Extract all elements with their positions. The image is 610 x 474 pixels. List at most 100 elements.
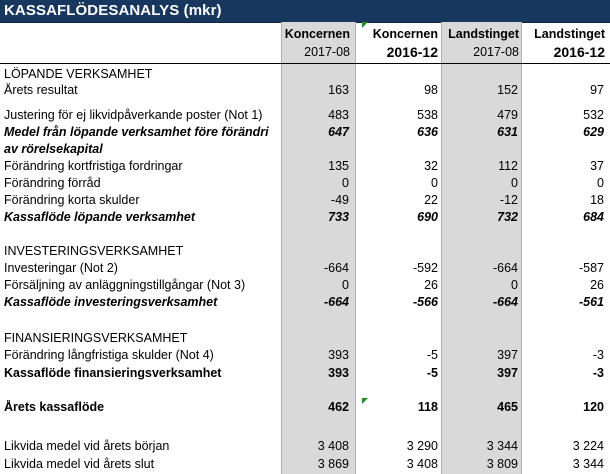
row-label: Årets resultat	[4, 83, 78, 97]
cell-value: 135	[328, 159, 349, 173]
table-row: Likvida medel vid årets slut 3 869 3 408 3 …	[0, 456, 610, 473]
col-header-period-4: 2016-12	[553, 44, 605, 60]
cell-value: 690	[417, 210, 438, 224]
cell-value: -592	[412, 261, 438, 275]
cell-value: 3 224	[572, 439, 604, 453]
cell-value: 32	[424, 159, 438, 173]
row-label: Kassaflöde finansieringsverksamhet	[4, 366, 222, 380]
comment-marker	[362, 22, 368, 28]
row-label: Justering för ej likvidpåverkande poster…	[4, 108, 263, 122]
section-heading: INVESTERINGSVERKSAMHET	[0, 243, 610, 260]
column-shade-1	[282, 22, 355, 474]
grid-line	[281, 22, 282, 474]
spacer-row	[0, 311, 610, 328]
cell-value: 152	[497, 83, 518, 97]
cell-value: 479	[497, 108, 518, 122]
col-header-name-4: Landstinget	[534, 27, 605, 41]
col-header-name-1: Koncernen	[284, 27, 350, 41]
spacer-row	[0, 382, 610, 399]
cell-value: 3 408	[317, 439, 349, 453]
cell-value: 0	[511, 176, 518, 190]
cell-value: 397	[497, 366, 518, 380]
col-header-period-1: 2017-08	[304, 45, 350, 59]
cell-value: -3	[592, 348, 604, 362]
header-rule	[0, 63, 610, 64]
table-row: Årets resultat 163 98 152 97	[0, 82, 610, 99]
cell-value: 112	[498, 159, 518, 173]
comment-marker	[362, 398, 368, 404]
cell-value: 684	[583, 210, 604, 224]
section-heading: FINANSIERINGSVERKSAMHET	[0, 330, 610, 347]
cell-value: 0	[431, 176, 438, 190]
cell-value: -587	[578, 261, 604, 275]
col-header-period-2: 2016-12	[386, 44, 438, 60]
cell-value: -664	[323, 295, 349, 309]
cell-value: -49	[330, 193, 349, 207]
table-row: Förändring korta skulder -49 22 -12 18	[0, 192, 610, 209]
col-header-period-3: 2017-08	[473, 45, 519, 59]
cell-value: 3 869	[317, 457, 349, 471]
table-row: av rörelsekapital	[0, 141, 610, 158]
row-label: LÖPANDE VERKSAMHET	[4, 67, 153, 81]
cell-value: 18	[590, 193, 604, 207]
table-row: Medel från löpande verksamhet före förän…	[0, 124, 610, 141]
row-label: Förändring korta skulder	[4, 193, 140, 207]
row-label: Förändring långfristiga skulder (Not 4)	[4, 348, 214, 362]
table-row: Investeringar (Not 2) -664 -592 -664 -587	[0, 260, 610, 277]
cell-value: 98	[424, 83, 438, 97]
row-label: Medel från löpande verksamhet före förän…	[4, 125, 269, 139]
cell-value: -664	[492, 261, 518, 275]
row-label: av rörelsekapital	[4, 142, 103, 156]
cell-value: 0	[342, 176, 349, 190]
cell-value: 26	[590, 278, 604, 292]
table-row: Förändring förråd 0 0 0 0	[0, 175, 610, 192]
cell-value: 3 408	[406, 457, 438, 471]
cell-value: 397	[497, 348, 518, 362]
cell-value: -5	[426, 366, 438, 380]
section-heading: LÖPANDE VERKSAMHET	[0, 66, 610, 83]
row-label: FINANSIERINGSVERKSAMHET	[4, 331, 188, 345]
row-label: Försäljning av anläggningstillgångar (No…	[4, 278, 246, 292]
cell-value: 163	[328, 83, 349, 97]
cell-value: -561	[578, 295, 604, 309]
cell-value: -664	[323, 261, 349, 275]
row-label: Förändring förråd	[4, 176, 101, 190]
cell-value: 636	[417, 125, 438, 139]
row-label: Kassaflöde investeringsverksamhet	[4, 295, 218, 309]
cell-value: 647	[328, 125, 349, 139]
cell-value: -566	[412, 295, 438, 309]
col-header-name-2: Koncernen	[372, 27, 438, 41]
column-shade-3	[442, 22, 521, 474]
table-row: Årets kassaflöde 462 118 465 120	[0, 399, 610, 416]
cell-value: 0	[597, 176, 604, 190]
row-label: Likvida medel vid årets början	[4, 439, 170, 453]
table-row: Kassaflöde löpande verksamhet 733 690 732 68…	[0, 209, 610, 226]
cell-value: 120	[583, 400, 604, 414]
grid-line	[521, 22, 522, 474]
cell-value: 3 344	[572, 457, 604, 471]
cell-value: 465	[497, 400, 518, 414]
cell-value: -664	[492, 295, 518, 309]
row-label: Investeringar (Not 2)	[4, 261, 118, 275]
cell-value: 631	[497, 125, 518, 139]
cell-value: 538	[417, 108, 438, 122]
table-row: Förändring långfristiga skulder (Not 4) 3…	[0, 347, 610, 364]
grid-line	[441, 22, 442, 474]
table-row: Likvida medel vid årets början 3 408 3 290…	[0, 438, 610, 455]
cell-value: 97	[590, 83, 604, 97]
spacer-row	[0, 226, 610, 243]
cell-value: 118	[417, 400, 438, 414]
cell-value: 3 290	[406, 439, 438, 453]
cell-value: 0	[342, 278, 349, 292]
table-row: Kassaflöde investeringsverksamhet -664 -56…	[0, 294, 610, 311]
cell-value: 532	[583, 108, 604, 122]
table-row: Försäljning av anläggningstillgångar (No…	[0, 277, 610, 294]
row-label: INVESTERINGSVERKSAMHET	[4, 244, 184, 258]
table-row: Förändring kortfristiga fordringar 135 32 1…	[0, 158, 610, 175]
row-label: Kassaflöde löpande verksamhet	[4, 210, 196, 224]
cell-value: 26	[424, 278, 438, 292]
cell-value: 733	[328, 210, 349, 224]
cell-value: 3 809	[486, 457, 518, 471]
cell-value: 483	[328, 108, 349, 122]
